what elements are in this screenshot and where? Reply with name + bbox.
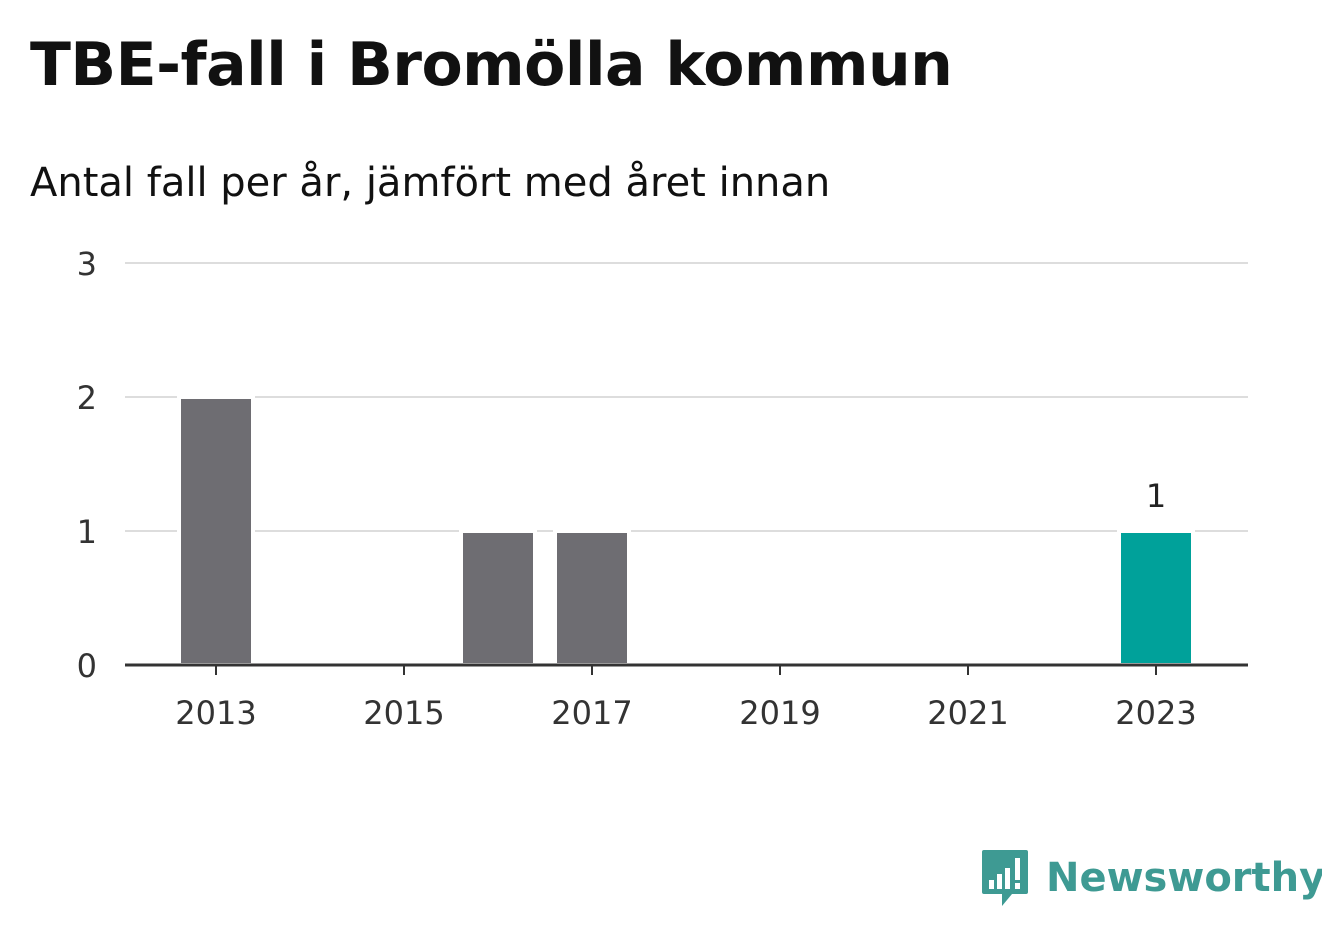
bar-2017 xyxy=(553,529,631,667)
y-tick-label-3: 3 xyxy=(77,245,97,283)
bar-2013 xyxy=(177,395,255,667)
data-label-2023: 1 xyxy=(1146,477,1166,515)
brand: Newsworthy xyxy=(980,848,1322,908)
chart-subtitle: Antal fall per år, jämfört med året inna… xyxy=(30,160,831,206)
y-tick-label-1: 1 xyxy=(77,513,97,551)
y-tick-label-2: 2 xyxy=(77,379,97,417)
bar-chart: 0 1 2 3 1 2013 2015 2017 2019 2021 2023 xyxy=(77,245,1248,732)
bar-2023 xyxy=(1117,529,1195,667)
x-tick-label-2015: 2015 xyxy=(363,694,444,732)
x-tick-label-2017: 2017 xyxy=(551,694,632,732)
x-tick-label-2013: 2013 xyxy=(175,694,256,732)
x-tick-label-2023: 2023 xyxy=(1115,694,1196,732)
newsworthy-logo-icon xyxy=(982,850,1028,906)
x-tick-label-2019: 2019 xyxy=(739,694,820,732)
x-tick-label-2021: 2021 xyxy=(927,694,1008,732)
chart-title: TBE-fall i Bromölla kommun xyxy=(30,30,953,100)
y-tick-label-0: 0 xyxy=(77,647,97,685)
bar-2016 xyxy=(459,529,537,667)
brand-name: Newsworthy xyxy=(1046,855,1322,901)
